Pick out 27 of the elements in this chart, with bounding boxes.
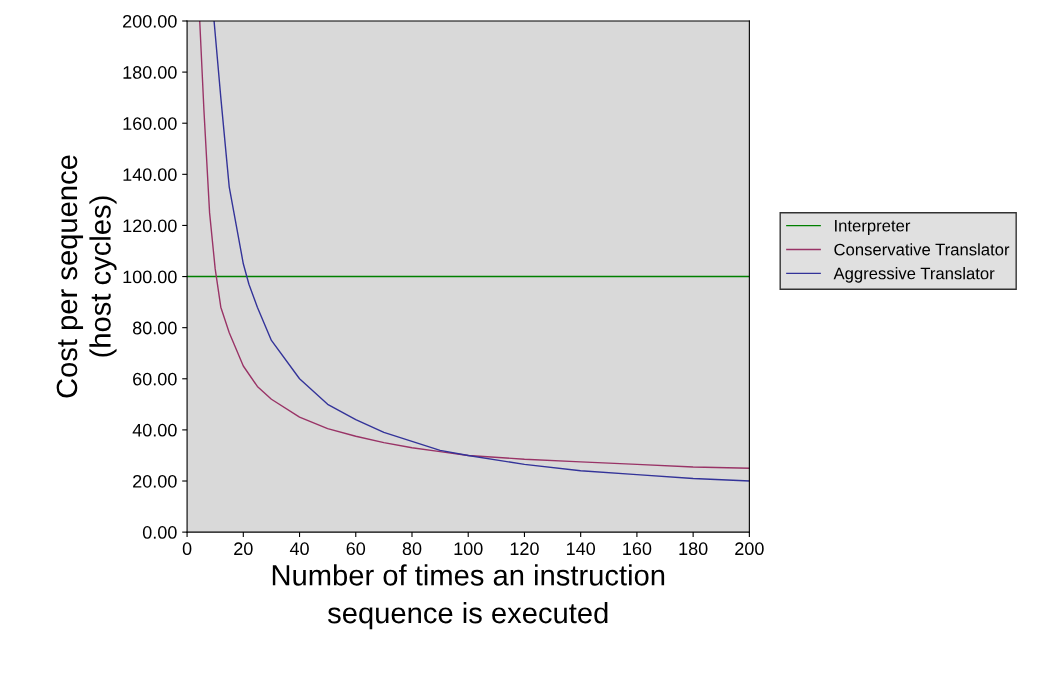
legend-label: Aggressive Translator [833,267,995,283]
x-tick-label: 200 [735,542,764,556]
x-tick-label: 180 [679,542,708,556]
y-tick-label: 40.00 [132,423,177,437]
y-tick-label: 160.00 [123,117,177,130]
y-tick-label: 0.00 [142,526,177,539]
y-tick-label: 120.00 [123,219,177,233]
y-tick-label: 200.00 [123,14,177,28]
y-tick-label: 80.00 [132,321,177,335]
x-tick-label: 20 [234,542,253,556]
x-tick-label: 60 [346,542,366,556]
legend-label: Conservative Translator [834,243,1010,256]
x-tick-label: 100 [454,542,483,556]
legend-label: Interpreter [835,219,911,235]
x-tick-label: 40 [289,542,309,556]
x-tick-label: 80 [402,542,422,556]
y-tick-label: 100.00 [123,270,177,284]
x-tick-label: 140 [566,542,596,556]
y-axis-title: Cost per sequence (host cycles) [56,155,117,398]
x-tick-label: 0 [182,542,192,556]
y-tick-label: 180.00 [123,66,177,79]
y-tick-label: 20.00 [133,474,177,488]
x-axis-title: Number of times an instruction sequence is executed [272,564,665,630]
x-tick-label: 160 [623,542,652,556]
y-tick-label: 60.00 [133,372,177,386]
y-tick-label: 140.00 [123,168,177,182]
x-tick-label: 120 [510,542,539,556]
